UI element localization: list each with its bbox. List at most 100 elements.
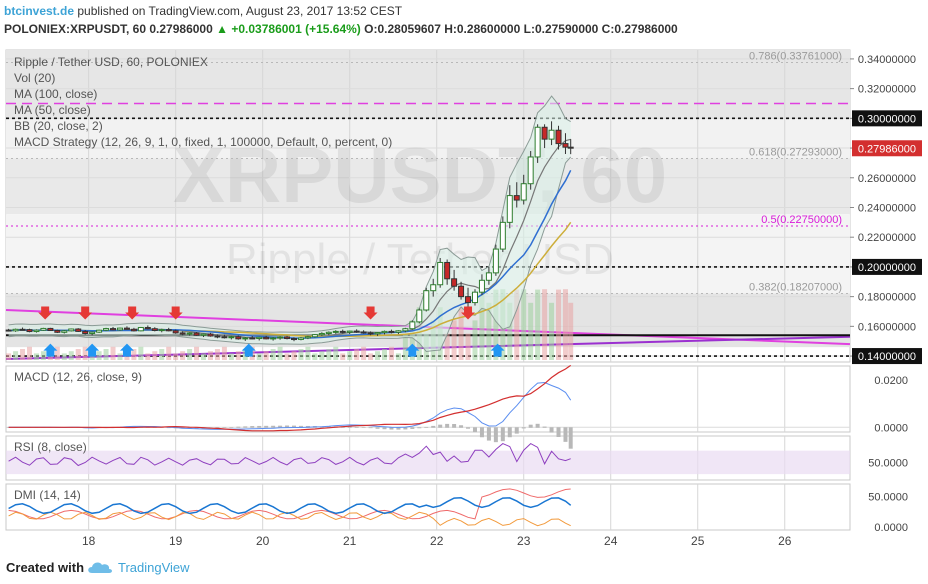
indicator-axis-label: 50.0000 bbox=[868, 491, 908, 503]
current-price-label: 0.27986000 bbox=[858, 143, 916, 155]
volume-bar bbox=[305, 346, 311, 360]
candle bbox=[151, 328, 158, 332]
candle bbox=[144, 327, 151, 330]
candle bbox=[228, 336, 235, 339]
macd-histogram-bar bbox=[521, 427, 526, 429]
site-name[interactable]: btcinvest.de bbox=[4, 4, 75, 18]
time-axis-label: 20 bbox=[256, 534, 270, 548]
buy-arrow-icon bbox=[119, 343, 134, 357]
price-axis-label: 0.16000000 bbox=[858, 321, 916, 333]
bollinger-lower bbox=[8, 156, 572, 353]
volume-bar bbox=[493, 289, 499, 360]
tradingview-cloud-icon bbox=[88, 562, 112, 573]
sell-arrow-icon bbox=[78, 306, 93, 320]
fib-level-label: 0.5(0.22750000) bbox=[761, 214, 842, 226]
candle bbox=[270, 337, 277, 340]
volume-bar bbox=[61, 353, 67, 360]
candle bbox=[534, 126, 541, 158]
macd-title: MACD (12, 26, close, 9) bbox=[14, 370, 142, 384]
volume-bar bbox=[562, 289, 568, 360]
candle bbox=[437, 261, 444, 286]
macd-histogram-bar bbox=[472, 427, 477, 433]
volume-bar bbox=[110, 346, 116, 360]
candle bbox=[562, 143, 569, 148]
volume-bar bbox=[6, 353, 12, 360]
volume-bar bbox=[152, 351, 158, 360]
volume-bar bbox=[514, 289, 520, 360]
candle bbox=[103, 328, 110, 331]
price-level-badge bbox=[852, 348, 922, 365]
candle bbox=[193, 332, 200, 336]
candle bbox=[388, 330, 395, 333]
macd-histogram-bar bbox=[243, 426, 248, 428]
candle bbox=[26, 329, 33, 333]
candle bbox=[263, 336, 270, 340]
candle bbox=[478, 279, 485, 293]
publish-line: btcinvest.de published on TradingView.co… bbox=[4, 4, 402, 18]
buy-arrow-icon bbox=[241, 343, 256, 357]
macd-histogram-bar bbox=[389, 427, 394, 430]
candle bbox=[339, 330, 346, 333]
volume-bar bbox=[347, 351, 353, 360]
macd-histogram-bar bbox=[507, 427, 512, 438]
volume-bar bbox=[486, 302, 492, 360]
volume-bar bbox=[326, 349, 332, 360]
candle bbox=[471, 291, 478, 304]
time-axis-label: 24 bbox=[604, 534, 618, 548]
indicator-axis-label: 0.0000 bbox=[874, 422, 908, 434]
fib-zone bbox=[6, 118, 850, 159]
volume-bar bbox=[159, 349, 165, 360]
time-axis-label: 23 bbox=[517, 534, 531, 548]
candle bbox=[33, 329, 40, 333]
volume-bar bbox=[556, 289, 562, 360]
candle bbox=[82, 330, 89, 334]
volume-bar bbox=[312, 353, 318, 360]
volume-bar bbox=[354, 349, 360, 360]
time-axis-label: 18 bbox=[82, 534, 96, 548]
candle bbox=[165, 329, 172, 332]
rsi-band bbox=[6, 450, 850, 475]
candle bbox=[423, 290, 430, 311]
chart-canvas[interactable]: XRPUSDT, 60 Ripple / Tether USD 0.786(0.33… bbox=[0, 42, 928, 552]
candle bbox=[499, 221, 506, 250]
volume-bar bbox=[187, 349, 193, 360]
candle bbox=[360, 331, 367, 334]
macd-histogram-bar bbox=[298, 425, 303, 428]
watermark-name: Ripple / Tether USD bbox=[226, 235, 614, 284]
volume-bar bbox=[75, 349, 81, 360]
candle bbox=[409, 321, 416, 330]
volume-bar bbox=[535, 289, 541, 360]
volume-bar bbox=[507, 302, 513, 360]
dmi-minus-line bbox=[8, 511, 571, 527]
indicator-axis-label: 0.0200 bbox=[874, 375, 908, 387]
candle bbox=[458, 285, 465, 298]
macd-histogram-bar bbox=[187, 427, 192, 429]
volume-bar bbox=[375, 351, 381, 360]
candle bbox=[520, 183, 527, 201]
current-price-badge bbox=[852, 140, 922, 157]
volume-bar bbox=[388, 346, 394, 360]
volume-bar bbox=[89, 353, 95, 360]
volume-bar bbox=[361, 346, 367, 360]
candle bbox=[506, 195, 513, 223]
macd-histogram-bar bbox=[528, 424, 533, 428]
indicator-axis-label: 0.0000 bbox=[874, 522, 908, 534]
volume-bar bbox=[68, 351, 74, 360]
volume-bar bbox=[256, 353, 262, 360]
tradingview-link[interactable]: TradingView bbox=[118, 560, 190, 575]
macd-histogram-bar bbox=[417, 427, 422, 429]
sell-arrow-icon bbox=[38, 306, 53, 320]
candle bbox=[235, 336, 242, 340]
price-axis-label: 0.32000000 bbox=[858, 84, 916, 96]
volume-bar bbox=[145, 353, 151, 360]
macd-histogram-bar bbox=[194, 427, 199, 429]
fib-level-label: 0.618(0.27293000) bbox=[749, 147, 842, 159]
macd-histogram-bar bbox=[500, 427, 505, 442]
published-text: published on TradingView.com, August 23,… bbox=[77, 4, 403, 18]
price-axis-label: 0.22000000 bbox=[858, 232, 916, 244]
candle bbox=[311, 334, 318, 338]
indicator-legend: Vol (20) bbox=[14, 71, 55, 85]
footer: Created with TradingView bbox=[0, 552, 928, 584]
volume-bar bbox=[402, 333, 408, 360]
volume-bar bbox=[284, 353, 290, 360]
